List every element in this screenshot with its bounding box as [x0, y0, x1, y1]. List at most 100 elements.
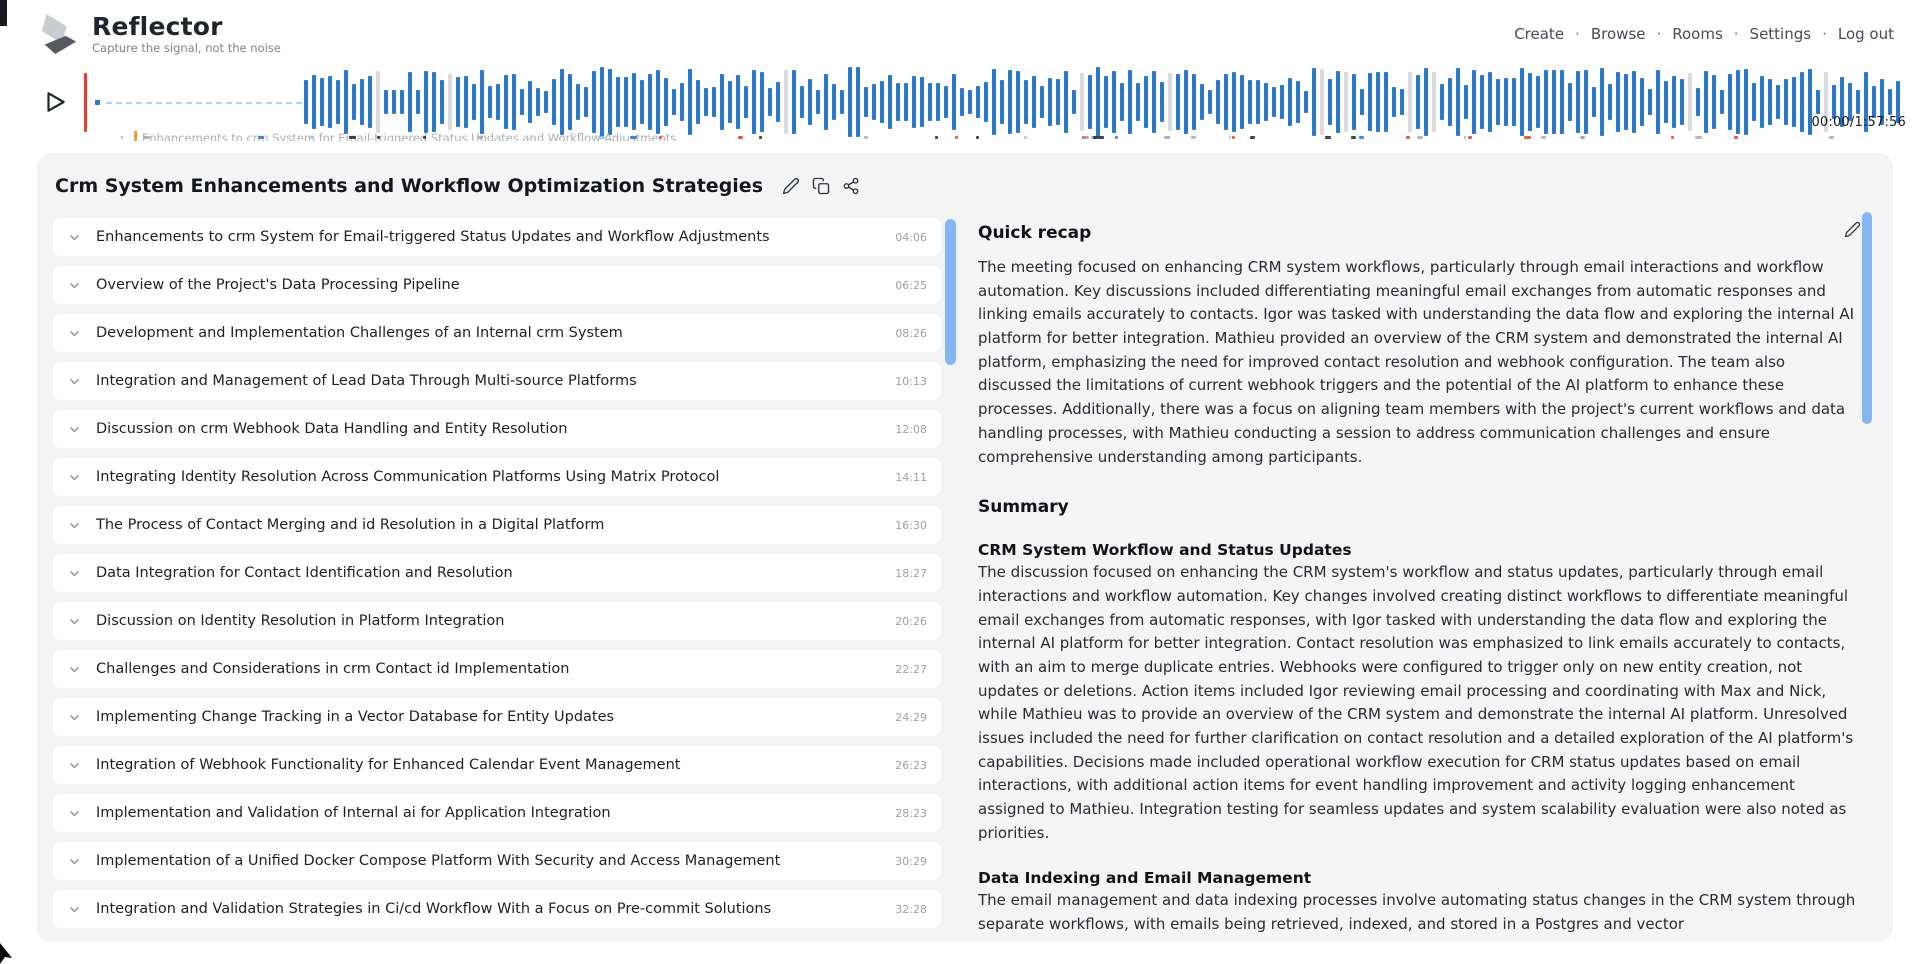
chevron-down-icon[interactable] — [67, 325, 83, 341]
waveform-bar — [1816, 89, 1820, 115]
topic-title: Implementation of a Unified Docker Compo… — [96, 853, 781, 869]
chevron-down-icon[interactable] — [67, 853, 83, 869]
topic-timestamp: 14:11 — [895, 470, 927, 484]
topic-row[interactable]: Integration and Validation Strategies in… — [53, 890, 941, 928]
topic-row[interactable]: Integrating Identity Resolution Across C… — [53, 458, 941, 496]
waveform-bar — [736, 75, 740, 129]
copy-button[interactable] — [811, 176, 831, 196]
waveform-bar — [1848, 82, 1852, 122]
chevron-down-icon[interactable] — [67, 709, 83, 725]
timeline-mark — [659, 136, 663, 139]
reflector-logo-icon — [41, 13, 77, 55]
waveform-bar — [1864, 71, 1868, 133]
waveform-bar — [776, 82, 780, 122]
waveform-bar — [816, 89, 820, 115]
timeline-mark — [1540, 136, 1546, 139]
topic-row[interactable]: Implementation of a Unified Docker Compo… — [53, 842, 941, 880]
chevron-down-icon[interactable] — [67, 421, 83, 437]
edit-recap-button[interactable] — [1844, 221, 1862, 239]
recap-heading: Quick recap — [978, 223, 1092, 243]
waveform-bar — [312, 74, 316, 130]
waveform-bar — [1224, 73, 1228, 131]
waveform-bar — [480, 70, 484, 134]
screen-artifact-top-left — [0, 0, 7, 26]
chevron-down-icon[interactable] — [67, 469, 83, 485]
timeline-mark — [954, 136, 958, 139]
timeline-mark — [257, 136, 264, 139]
waveform-bar — [1368, 72, 1372, 131]
waveform-bar — [840, 90, 844, 114]
share-button[interactable] — [841, 176, 861, 196]
waveform-bar — [696, 79, 700, 125]
nav-log-out[interactable]: Log out — [1837, 25, 1894, 43]
timeline-mark — [422, 136, 426, 139]
summary-panel-scrollbar[interactable] — [1862, 212, 1872, 424]
timeline-mark — [477, 136, 484, 139]
waveform-bar — [1200, 84, 1204, 120]
nav-create[interactable]: Create — [1514, 25, 1565, 43]
topic-row[interactable]: Challenges and Considerations in crm Con… — [53, 650, 941, 688]
chevron-down-icon[interactable] — [67, 565, 83, 581]
topic-row[interactable]: Overview of the Project's Data Processin… — [53, 266, 941, 304]
app-tagline: Capture the signal, not the noise — [92, 41, 281, 56]
nav-browse[interactable]: Browse — [1590, 25, 1646, 43]
timeline-marker-strip: Enhancements to crm System for Email-tri… — [40, 131, 1908, 141]
waveform-bar — [1360, 88, 1364, 116]
waveform-bars[interactable] — [40, 62, 1908, 140]
waveform-bar — [968, 89, 972, 114]
chevron-down-icon[interactable] — [67, 517, 83, 533]
chevron-down-icon[interactable] — [67, 757, 83, 773]
waveform-bar — [416, 90, 420, 114]
timeline-mark — [348, 136, 356, 139]
topic-title: Data Integration for Contact Identificat… — [96, 565, 513, 581]
waveform-bar — [1048, 77, 1052, 127]
chevron-down-icon[interactable] — [67, 805, 83, 821]
waveform-bar — [728, 81, 732, 123]
waveform-bar — [488, 86, 492, 118]
topic-row[interactable]: The Process of Contact Merging and id Re… — [53, 506, 941, 544]
waveform-bar — [1896, 80, 1900, 124]
waveform-bar — [1888, 89, 1892, 115]
chevron-down-icon[interactable] — [67, 661, 83, 677]
playhead-cursor[interactable] — [84, 73, 87, 132]
nav-separator: · — [1733, 25, 1739, 43]
waveform-bar — [1704, 71, 1708, 133]
chevron-down-icon[interactable] — [67, 901, 83, 917]
topic-row[interactable]: Integration and Management of Lead Data … — [53, 362, 941, 400]
timeline-mark — [1228, 136, 1231, 139]
timeline-mark — [758, 136, 763, 139]
topic-title: Development and Implementation Challenge… — [96, 325, 623, 341]
waveform-bar — [744, 86, 748, 118]
nav-rooms[interactable]: Rooms — [1672, 25, 1723, 43]
waveform-bar — [1584, 70, 1588, 134]
waveform-bar — [520, 88, 524, 116]
app-header: Reflector Capture the signal, not the no… — [38, 8, 1894, 60]
waveform-bar — [1528, 72, 1532, 132]
topic-row[interactable]: Discussion on crm Webhook Data Handling … — [53, 410, 941, 448]
waveform-bar — [1184, 69, 1188, 135]
topic-row[interactable]: Implementing Change Tracking in a Vector… — [53, 698, 941, 736]
waveform-bar — [408, 72, 412, 132]
chevron-down-icon[interactable] — [67, 613, 83, 629]
topic-row[interactable]: Enhancements to crm System for Email-tri… — [53, 218, 941, 256]
timeline-mark — [1406, 136, 1410, 139]
topic-row[interactable]: Discussion on Identity Resolution in Pla… — [53, 602, 941, 640]
topic-row[interactable]: Implementation and Validation of Interna… — [53, 794, 941, 832]
topic-list-scrollbar[interactable] — [945, 219, 956, 365]
topic-row[interactable]: Development and Implementation Challenge… — [53, 314, 941, 352]
play-icon[interactable] — [42, 89, 68, 115]
waveform-bar — [456, 76, 460, 128]
waveform-bar — [1000, 80, 1004, 124]
waveform-bar — [872, 83, 876, 120]
waveform-bar — [1776, 84, 1780, 120]
topic-row[interactable]: Data Integration for Contact Identificat… — [53, 554, 941, 592]
chevron-down-icon[interactable] — [67, 373, 83, 389]
topic-timestamp: 04:06 — [895, 230, 927, 244]
audio-player[interactable]: 00:00/1:57:56 — [40, 62, 1908, 140]
nav-settings[interactable]: Settings — [1749, 25, 1812, 43]
chevron-down-icon[interactable] — [67, 229, 83, 245]
edit-title-button[interactable] — [781, 176, 801, 196]
topic-row[interactable]: Integration of Webhook Functionality for… — [53, 746, 941, 784]
chevron-down-icon[interactable] — [67, 277, 83, 293]
waveform-bar — [1376, 71, 1380, 133]
